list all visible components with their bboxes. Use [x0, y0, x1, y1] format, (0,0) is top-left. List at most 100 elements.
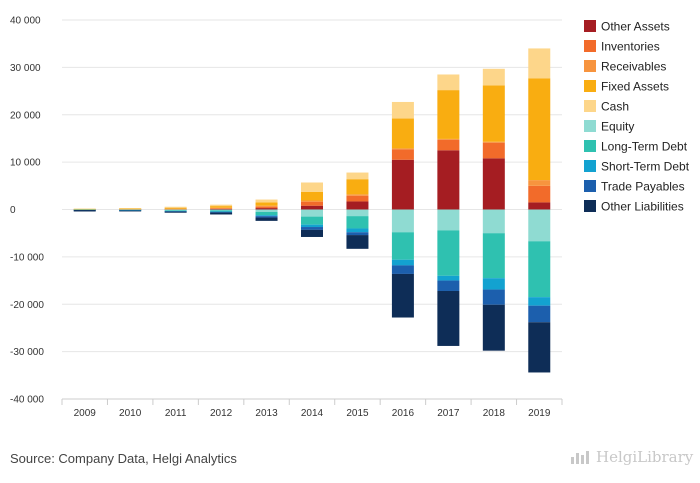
x-tick-label: 2015	[346, 408, 369, 419]
bar-segment	[210, 210, 233, 212]
legend-label: Fixed Assets	[601, 80, 669, 94]
legend-swatch	[584, 80, 596, 92]
bar-segment	[164, 211, 187, 213]
bar-segment	[119, 208, 142, 209]
bar-segment	[346, 228, 369, 233]
bar-segment	[391, 265, 414, 274]
legend-label: Receivables	[601, 60, 666, 74]
bar-segment	[164, 207, 187, 209]
bar-segment	[210, 208, 233, 209]
bar-segment	[482, 68, 505, 86]
bar-segment	[301, 201, 323, 206]
bar-segment	[255, 208, 278, 210]
bar-segment	[482, 289, 505, 305]
bar-segment	[255, 211, 278, 216]
source-note: Source: Company Data, Helgi Analytics	[10, 451, 237, 466]
legend-swatch	[584, 140, 596, 152]
legend-label: Short-Term Debt	[601, 160, 690, 174]
bar-segment	[391, 118, 414, 149]
bar-segment	[528, 241, 551, 298]
legend-swatch	[584, 180, 596, 192]
legend-label: Inventories	[601, 40, 660, 54]
y-tick-label: 10 000	[10, 158, 41, 169]
y-tick-label: 20 000	[10, 110, 41, 121]
bar-segment	[119, 209, 142, 211]
y-tick-label: -20 000	[10, 300, 44, 311]
bar-segment	[482, 141, 505, 143]
bar-segment	[437, 139, 460, 151]
bar-segment	[437, 90, 460, 139]
bar-segment	[482, 85, 505, 142]
bar-segment	[164, 210, 187, 211]
x-tick-label: 2009	[74, 408, 97, 419]
bar-segment	[391, 149, 414, 160]
legend-swatch	[584, 100, 596, 112]
bar-segment	[528, 322, 551, 373]
x-tick-label: 2010	[119, 408, 142, 419]
bar-segment	[164, 211, 187, 212]
y-tick-label: 40 000	[10, 16, 41, 27]
bar-segment	[210, 211, 233, 213]
bar-segment	[482, 233, 505, 279]
legend-swatch	[584, 60, 596, 72]
bar-segment	[391, 259, 414, 266]
legend-swatch	[584, 40, 596, 52]
y-axis: -40 000 -30 000 -20 000 -10 000 0 10 000 20 00…	[10, 16, 44, 406]
legend-swatch	[584, 200, 596, 212]
bar-segment	[437, 275, 460, 281]
bar-segment	[301, 227, 323, 230]
bar-segment	[301, 216, 323, 225]
y-tick-label: 0	[10, 205, 16, 216]
bar-segment	[301, 229, 323, 237]
bar-segment	[528, 209, 551, 242]
bar-segment	[482, 304, 505, 351]
x-tick-label: 2013	[255, 408, 278, 419]
bar-segment	[164, 206, 187, 208]
bar-segment	[437, 138, 460, 140]
bar-segment	[210, 212, 233, 215]
bar-segment	[437, 280, 460, 291]
bar-segment	[255, 206, 278, 209]
y-tick-label: -30 000	[10, 347, 44, 358]
bar-segment	[346, 232, 369, 236]
bar-segment	[437, 74, 460, 91]
bar-segment	[164, 208, 187, 210]
bar-segment	[528, 202, 551, 210]
bar-segment	[482, 209, 505, 234]
bar-segment	[391, 209, 414, 233]
bar-segment	[346, 179, 369, 195]
bar-segment	[255, 215, 278, 217]
bars-group	[73, 48, 551, 373]
bar-segment	[391, 159, 414, 210]
bar-segment	[73, 208, 96, 210]
brand-logo: HelgiLibrary	[570, 448, 693, 466]
bar-segment	[255, 217, 278, 221]
y-tick-label: 30 000	[10, 63, 41, 74]
bar-segment	[301, 224, 323, 228]
bar-segment	[528, 305, 551, 323]
bar-segment	[482, 142, 505, 159]
bar-segment	[255, 209, 278, 212]
bar-segment	[437, 150, 460, 210]
legend-swatch	[584, 160, 596, 172]
x-tick-label: 2016	[392, 408, 415, 419]
legend-label: Cash	[601, 100, 629, 114]
bar-segment	[301, 209, 323, 217]
x-tick-label: 2012	[210, 408, 233, 419]
x-tick-label: 2014	[301, 408, 324, 419]
legend-label: Other Liabilities	[601, 200, 684, 214]
bar-segment	[528, 48, 551, 79]
bar-segment	[255, 216, 278, 218]
bar-segment	[255, 205, 278, 207]
x-tick-label: 2011	[165, 408, 187, 419]
bar-segment	[210, 206, 233, 208]
bar-segment	[119, 210, 142, 212]
bar-segment	[73, 210, 96, 212]
bar-segment	[346, 195, 369, 202]
bar-segment	[528, 78, 551, 181]
bar-segment	[119, 208, 142, 210]
legend-swatch	[584, 120, 596, 132]
bar-segment	[210, 208, 233, 210]
x-tick-label: 2019	[528, 408, 551, 419]
